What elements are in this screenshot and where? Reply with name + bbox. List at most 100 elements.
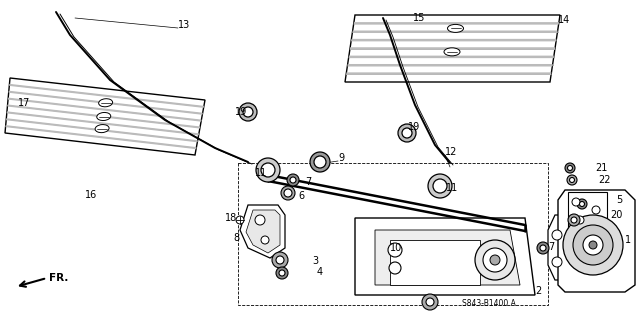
Polygon shape bbox=[6, 118, 198, 142]
Circle shape bbox=[261, 163, 275, 177]
Ellipse shape bbox=[99, 99, 113, 107]
Polygon shape bbox=[349, 56, 554, 58]
Text: 5: 5 bbox=[616, 195, 622, 205]
Polygon shape bbox=[568, 192, 607, 228]
Ellipse shape bbox=[444, 48, 460, 56]
Circle shape bbox=[388, 243, 402, 257]
Text: 1: 1 bbox=[625, 235, 631, 245]
Text: FR.: FR. bbox=[49, 273, 68, 283]
Circle shape bbox=[236, 216, 244, 224]
Circle shape bbox=[577, 199, 587, 209]
Circle shape bbox=[552, 257, 562, 267]
Circle shape bbox=[428, 174, 452, 198]
Circle shape bbox=[243, 107, 253, 117]
Polygon shape bbox=[390, 240, 480, 285]
Text: 4: 4 bbox=[317, 267, 323, 277]
Text: S843-B1400 A: S843-B1400 A bbox=[462, 299, 516, 308]
Text: 12: 12 bbox=[445, 147, 458, 157]
Text: 16: 16 bbox=[85, 190, 97, 200]
Polygon shape bbox=[8, 105, 200, 129]
Polygon shape bbox=[375, 230, 520, 285]
Text: 7: 7 bbox=[548, 242, 554, 252]
Circle shape bbox=[592, 206, 600, 214]
Circle shape bbox=[567, 175, 577, 185]
Polygon shape bbox=[350, 47, 555, 50]
Text: 19: 19 bbox=[235, 107, 247, 117]
Circle shape bbox=[571, 217, 577, 223]
Circle shape bbox=[552, 230, 562, 240]
Text: 8: 8 bbox=[233, 233, 239, 243]
Text: 22: 22 bbox=[598, 175, 611, 185]
Circle shape bbox=[310, 152, 330, 172]
Polygon shape bbox=[355, 218, 535, 295]
Text: 17: 17 bbox=[18, 98, 30, 108]
Polygon shape bbox=[240, 205, 285, 258]
Text: 21: 21 bbox=[595, 163, 607, 173]
Polygon shape bbox=[8, 98, 202, 122]
Text: 14: 14 bbox=[558, 15, 570, 25]
Circle shape bbox=[290, 177, 296, 183]
Circle shape bbox=[433, 179, 447, 193]
Text: 11: 11 bbox=[446, 183, 458, 193]
Text: 6: 6 bbox=[298, 191, 304, 201]
Polygon shape bbox=[352, 30, 557, 33]
Polygon shape bbox=[348, 64, 553, 66]
Circle shape bbox=[284, 189, 292, 197]
Circle shape bbox=[589, 241, 597, 249]
Circle shape bbox=[563, 215, 623, 275]
Circle shape bbox=[540, 245, 546, 251]
Circle shape bbox=[239, 103, 257, 121]
Polygon shape bbox=[353, 22, 559, 25]
Circle shape bbox=[272, 252, 288, 268]
Polygon shape bbox=[5, 78, 205, 155]
Circle shape bbox=[483, 248, 507, 272]
Polygon shape bbox=[7, 111, 199, 136]
Text: 20: 20 bbox=[610, 210, 622, 220]
Circle shape bbox=[576, 216, 584, 224]
Text: 15: 15 bbox=[413, 13, 426, 23]
Circle shape bbox=[537, 242, 549, 254]
Polygon shape bbox=[558, 190, 635, 292]
Circle shape bbox=[281, 186, 295, 200]
Polygon shape bbox=[246, 210, 280, 253]
Polygon shape bbox=[9, 91, 203, 115]
Ellipse shape bbox=[95, 125, 109, 133]
Circle shape bbox=[565, 163, 575, 173]
Polygon shape bbox=[548, 215, 570, 280]
Text: 9: 9 bbox=[338, 153, 344, 163]
Text: 18: 18 bbox=[225, 213, 237, 223]
Circle shape bbox=[276, 256, 284, 264]
Circle shape bbox=[256, 158, 280, 182]
Circle shape bbox=[568, 166, 573, 171]
Text: 10: 10 bbox=[390, 243, 403, 253]
Circle shape bbox=[261, 236, 269, 244]
Circle shape bbox=[568, 214, 580, 226]
Polygon shape bbox=[6, 125, 196, 149]
Polygon shape bbox=[351, 39, 556, 41]
Text: 2: 2 bbox=[535, 286, 541, 296]
Text: 19: 19 bbox=[408, 122, 420, 132]
Polygon shape bbox=[345, 15, 560, 82]
Text: 11: 11 bbox=[255, 168, 268, 178]
Circle shape bbox=[426, 298, 434, 306]
Polygon shape bbox=[10, 84, 204, 108]
Text: 7: 7 bbox=[305, 177, 311, 187]
Circle shape bbox=[287, 174, 299, 186]
Polygon shape bbox=[346, 72, 552, 75]
Circle shape bbox=[402, 128, 412, 138]
Circle shape bbox=[389, 262, 401, 274]
Circle shape bbox=[579, 202, 584, 206]
Circle shape bbox=[573, 225, 613, 265]
Circle shape bbox=[398, 124, 416, 142]
Circle shape bbox=[422, 294, 438, 310]
Ellipse shape bbox=[97, 112, 111, 120]
Circle shape bbox=[255, 215, 265, 225]
Circle shape bbox=[570, 178, 575, 183]
Circle shape bbox=[475, 240, 515, 280]
Circle shape bbox=[279, 270, 285, 276]
Circle shape bbox=[572, 198, 580, 206]
Circle shape bbox=[276, 267, 288, 279]
Circle shape bbox=[583, 235, 603, 255]
Circle shape bbox=[490, 255, 500, 265]
Text: 3: 3 bbox=[312, 256, 318, 266]
